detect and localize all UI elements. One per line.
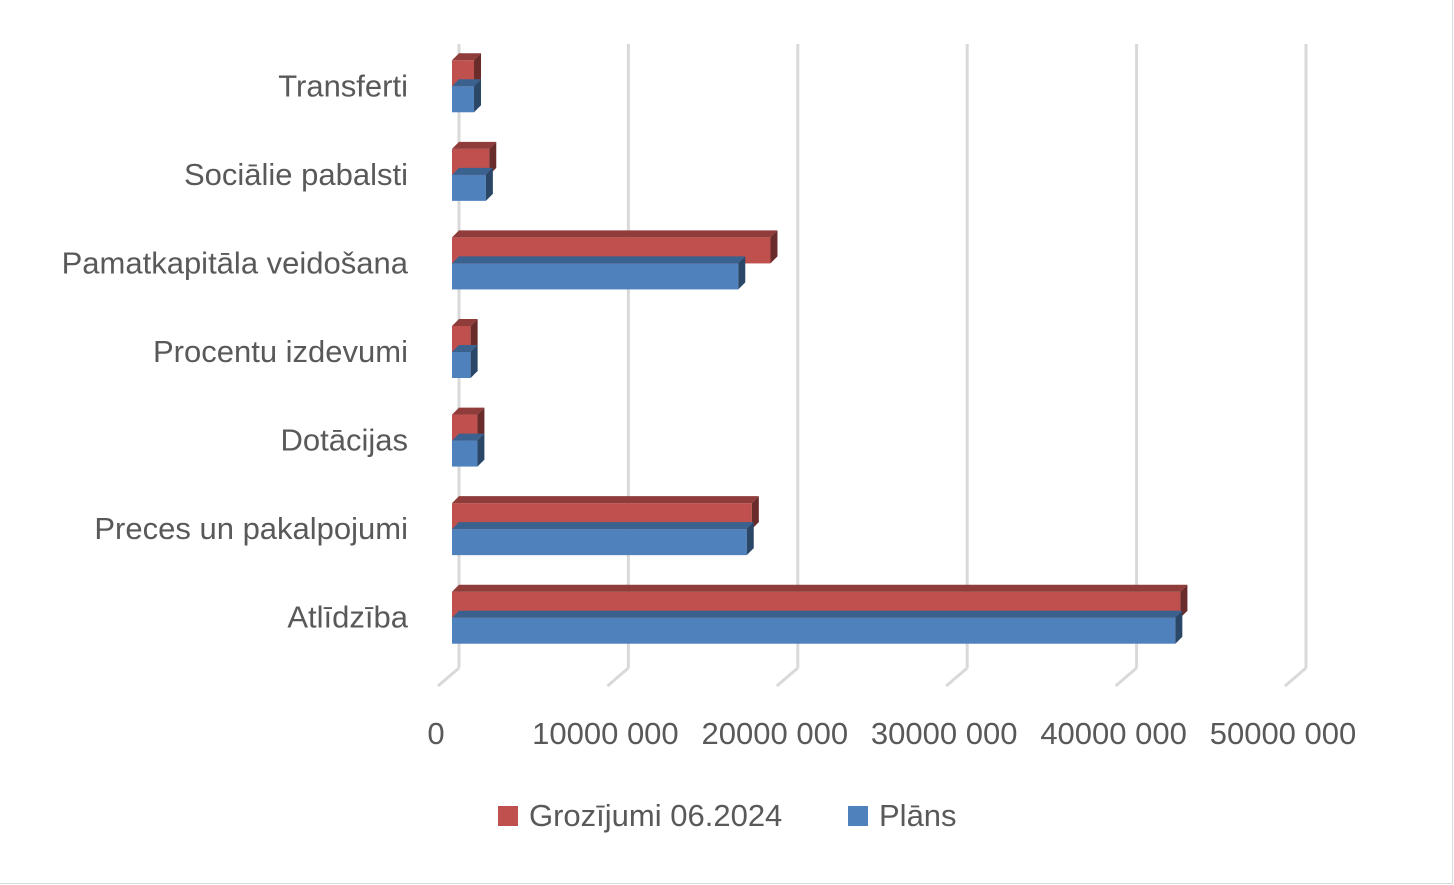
bar-grozijumi-top (452, 230, 778, 238)
gridline-floor (945, 666, 969, 688)
bar-plans-top (452, 345, 478, 352)
bar-plans-top (452, 167, 493, 175)
x-tick-label: 30000 000 (871, 716, 1018, 751)
bar-grozijumi-side (470, 319, 478, 352)
bar-grozijumi-top (452, 319, 478, 326)
x-tick-label: 0 (427, 716, 444, 751)
x-tick-label: 50000 000 (1210, 716, 1357, 751)
bar-plans-top (452, 433, 485, 441)
category-label: Sociālie pabalsti (184, 157, 408, 192)
bar-plans-top (452, 610, 1183, 618)
bar-plans-side (485, 167, 493, 201)
bar-grozijumi-top (452, 496, 759, 504)
bar-plans-side (477, 433, 485, 467)
x-tick-label: 20000 000 (702, 716, 849, 751)
category-label: Dotācijas (281, 423, 409, 458)
bar-grozijumi-side (770, 230, 778, 264)
bar-grozijumi-side (489, 141, 497, 175)
bar-plans-side (738, 256, 746, 290)
legend-swatch (498, 806, 518, 826)
bar-grozijumi-top (452, 407, 485, 415)
bar-plans-front (452, 440, 478, 467)
gridline-floor (775, 666, 799, 688)
bar-plans-front (452, 529, 747, 556)
legend-label: Grozījumi 06.2024 (529, 798, 782, 833)
bar-plans-side (746, 522, 754, 556)
x-tick-label: 10000 000 (532, 716, 679, 751)
category-label: Procentu izdevumi (153, 334, 408, 369)
bar-plans-side (470, 345, 478, 378)
category-label: Atlīdzība (287, 600, 408, 635)
gridline-floor (606, 666, 630, 688)
bar-grozijumi-top (452, 53, 482, 61)
category-label: Pamatkapitāla veidošana (62, 245, 409, 280)
bar-plans-top (452, 256, 746, 264)
bar-grozijumi-top (452, 584, 1188, 592)
x-tick-label: 40000 000 (1040, 716, 1187, 751)
bar-plans-side (474, 79, 482, 113)
bar-plans-front (452, 174, 486, 201)
gridline-floor (1284, 666, 1307, 688)
bar-plans-side (1175, 610, 1183, 644)
bar-plans-top (452, 522, 754, 530)
bar-plans-front (452, 352, 471, 378)
category-label: Preces un pakalpojumi (94, 511, 408, 546)
bar-plans-front (452, 617, 1176, 644)
bar-grozijumi-side (751, 496, 759, 530)
bar-grozijumi-side (474, 53, 482, 87)
bar-plans-front (452, 86, 475, 113)
legend-swatch (848, 806, 868, 826)
bar-grozijumi-side (1180, 584, 1188, 618)
legend-label: Plāns (879, 798, 957, 833)
bar-plans-front (452, 263, 739, 290)
bar-grozijumi-top (452, 141, 497, 149)
gridline-floor (437, 666, 460, 688)
bar-plans-top (452, 79, 482, 87)
bar-grozijumi-side (477, 407, 485, 441)
gridline-floor (1114, 666, 1138, 688)
category-label: Transferti (278, 68, 408, 103)
